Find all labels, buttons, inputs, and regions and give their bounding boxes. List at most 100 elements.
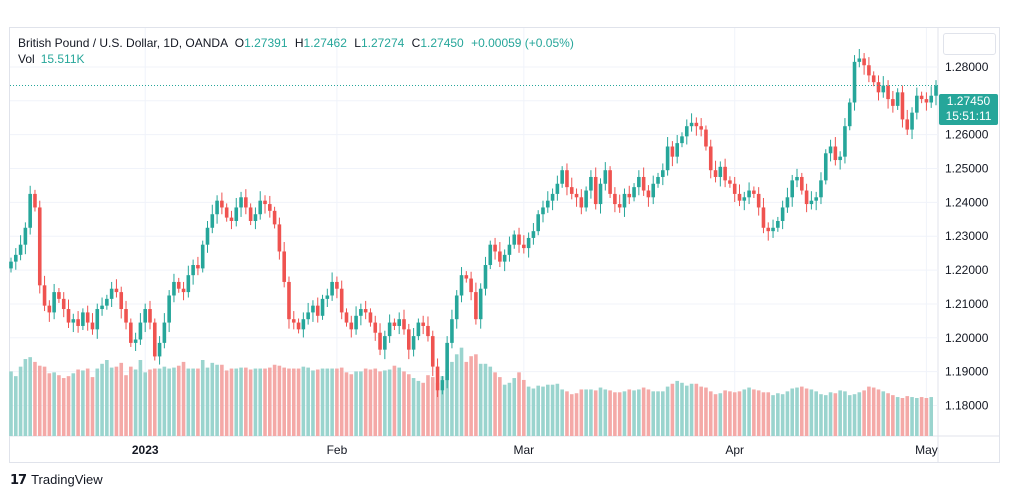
- candle-body: [47, 305, 52, 313]
- candle-body: [9, 261, 13, 269]
- candle-body: [277, 224, 282, 252]
- candle: [761, 197, 766, 234]
- price-axis[interactable]: 1.18000 1.19000 1.20000 1.21000 1.22000 1.230…: [945, 60, 989, 413]
- candle-body: [608, 170, 612, 194]
- volume-bar: [498, 377, 502, 436]
- volume-bar: [857, 392, 862, 436]
- candle: [502, 249, 507, 272]
- candle-body: [430, 336, 435, 367]
- candle-body: [258, 200, 263, 215]
- candle-body: [545, 200, 550, 208]
- volume-bar: [277, 365, 282, 436]
- volume-bar: [833, 393, 838, 436]
- candle: [847, 98, 852, 131]
- volume-bar: [81, 370, 85, 436]
- volume-bar: [507, 382, 512, 436]
- candle: [886, 80, 890, 109]
- price-scale-header-button[interactable]: [943, 33, 996, 55]
- volume-bar: [502, 384, 507, 436]
- candle-body: [368, 312, 373, 323]
- volume-bar: [680, 382, 684, 436]
- volume-bar: [593, 390, 598, 436]
- volume-bar: [191, 368, 195, 436]
- candle-body: [876, 82, 881, 93]
- candle-body: [488, 244, 493, 266]
- volume-bar: [919, 397, 924, 436]
- volume-bar: [847, 395, 852, 436]
- candle: [407, 323, 411, 360]
- volume-bar: [704, 387, 708, 436]
- candle-body: [478, 288, 483, 320]
- candle: [330, 272, 334, 301]
- volume-bar: [780, 394, 785, 436]
- tradingview-logo[interactable]: 17 TradingView: [10, 472, 103, 488]
- candle: [383, 330, 387, 360]
- volume-bar: [929, 397, 934, 436]
- candle: [100, 297, 104, 316]
- volume-bar: [119, 362, 124, 436]
- volume-bar: [823, 395, 828, 436]
- candle-body: [109, 288, 114, 299]
- candle-body: [282, 251, 286, 282]
- volume-bar: [224, 370, 229, 436]
- candle-body: [138, 322, 143, 340]
- candle-body: [152, 322, 157, 357]
- candle-body: [857, 58, 862, 62]
- candle-body: [474, 292, 478, 320]
- candle-body: [574, 193, 579, 198]
- candle: [838, 151, 842, 170]
- candle: [531, 223, 536, 245]
- volume-bar: [148, 369, 152, 436]
- candle-body: [114, 288, 119, 293]
- candle-body: [550, 193, 555, 201]
- candle-body: [680, 136, 684, 144]
- volume-bar: [42, 366, 47, 436]
- candle-body: [234, 207, 239, 221]
- candle: [905, 109, 910, 135]
- candle-body: [766, 227, 771, 232]
- candle-body: [181, 288, 186, 293]
- volume-bar: [814, 391, 818, 436]
- candle: [833, 137, 838, 166]
- volume-bar: [133, 369, 138, 436]
- candle: [435, 358, 440, 398]
- volume-bar: [541, 386, 545, 436]
- candle-body: [52, 292, 56, 313]
- brand-label: TradingView: [31, 472, 103, 487]
- candle: [651, 175, 656, 205]
- candle: [507, 236, 512, 262]
- candle-body: [344, 312, 349, 323]
- symbol-title[interactable]: British Pound / U.S. Dollar, 1D, OANDA: [18, 36, 228, 50]
- candle-body: [569, 187, 574, 194]
- candle-body: [71, 319, 76, 323]
- candle-body: [881, 85, 886, 93]
- volume-bar: [33, 361, 37, 436]
- candle-body: [641, 176, 646, 191]
- candle: [114, 279, 119, 298]
- volume-value: 15.511K: [40, 52, 85, 66]
- candle-body: [421, 322, 425, 326]
- candle: [665, 137, 670, 176]
- volume-bar: [186, 368, 191, 436]
- close-value: 1.27450: [420, 36, 464, 50]
- volume-bar: [723, 390, 727, 436]
- candle-body: [627, 193, 632, 198]
- volume-bar: [737, 391, 742, 436]
- candle: [344, 308, 349, 327]
- candle-body: [90, 322, 95, 330]
- candle: [934, 80, 938, 106]
- candle: [28, 185, 32, 235]
- price-tick-label: 1.18000: [945, 399, 989, 413]
- time-axis[interactable]: 2023FebMarAprMayJunJul: [132, 443, 1012, 457]
- candle-body: [756, 193, 761, 208]
- candle: [843, 118, 847, 164]
- candle: [459, 267, 464, 303]
- candle-body: [383, 336, 387, 350]
- volume-bar: [828, 392, 833, 436]
- candle: [320, 294, 325, 320]
- candle: [867, 57, 871, 83]
- candle-body: [248, 207, 253, 221]
- volume-bar: [545, 384, 550, 436]
- volume-bar: [383, 370, 387, 436]
